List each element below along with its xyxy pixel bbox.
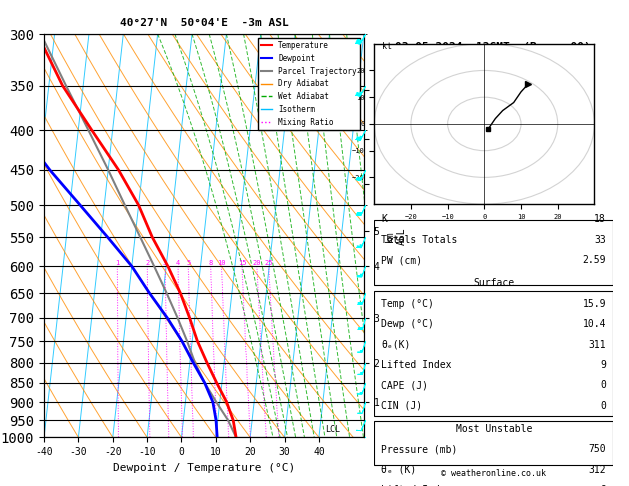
Text: Dewp (°C): Dewp (°C) [381, 319, 434, 329]
Text: Pressure (mb): Pressure (mb) [381, 444, 458, 454]
Text: Surface: Surface [473, 278, 515, 288]
Y-axis label: km
ASL: km ASL [385, 227, 406, 244]
Text: kt: kt [382, 42, 392, 51]
Title: 40°27'N  50°04'E  -3m ASL: 40°27'N 50°04'E -3m ASL [120, 17, 288, 28]
Text: 2.59: 2.59 [582, 255, 606, 265]
Text: 5: 5 [186, 260, 191, 266]
Text: PW (cm): PW (cm) [381, 255, 423, 265]
Text: © weatheronline.co.uk: © weatheronline.co.uk [442, 469, 546, 478]
Text: 25: 25 [264, 260, 273, 266]
Text: 8: 8 [208, 260, 213, 266]
Text: CAPE (J): CAPE (J) [381, 381, 428, 390]
Text: 0: 0 [600, 381, 606, 390]
Text: 10.4: 10.4 [582, 319, 606, 329]
Text: 1: 1 [115, 260, 120, 266]
Text: θₑ(K): θₑ(K) [381, 340, 411, 349]
Text: K: K [381, 214, 387, 225]
X-axis label: Dewpoint / Temperature (°C): Dewpoint / Temperature (°C) [113, 463, 295, 473]
Text: 15: 15 [238, 260, 246, 266]
Text: 03.05.2024  12GMT  (Base: 00): 03.05.2024 12GMT (Base: 00) [396, 42, 591, 52]
Text: 3: 3 [163, 260, 167, 266]
Text: LCL: LCL [325, 425, 340, 434]
Text: 15.9: 15.9 [582, 299, 606, 309]
Text: Lifted Index: Lifted Index [381, 485, 452, 486]
Text: θₑ (K): θₑ (K) [381, 465, 416, 475]
Text: Totals Totals: Totals Totals [381, 235, 458, 245]
Text: Most Unstable: Most Unstable [455, 424, 532, 434]
Text: 20: 20 [253, 260, 261, 266]
Text: Temp (°C): Temp (°C) [381, 299, 434, 309]
Text: 750: 750 [589, 444, 606, 454]
Text: 0: 0 [600, 401, 606, 411]
Text: 9: 9 [600, 360, 606, 370]
Text: CIN (J): CIN (J) [381, 401, 423, 411]
Text: 18: 18 [594, 214, 606, 225]
Text: 33: 33 [594, 235, 606, 245]
Text: 10: 10 [218, 260, 226, 266]
Text: Lifted Index: Lifted Index [381, 360, 452, 370]
Text: 312: 312 [589, 465, 606, 475]
Text: 2: 2 [145, 260, 150, 266]
Text: 4: 4 [176, 260, 181, 266]
Text: 311: 311 [589, 340, 606, 349]
Legend: Temperature, Dewpoint, Parcel Trajectory, Dry Adiabat, Wet Adiabat, Isotherm, Mi: Temperature, Dewpoint, Parcel Trajectory… [258, 38, 360, 130]
Text: 9: 9 [600, 485, 606, 486]
